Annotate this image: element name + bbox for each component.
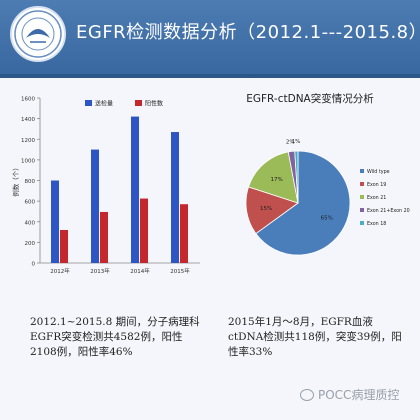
y-tick-label: 1600 [21, 97, 35, 103]
page-title: EGFR检测数据分析（2012.1---2015.8） [76, 22, 420, 43]
y-tick-label: 600 [25, 200, 36, 206]
pie-slice [245, 186, 299, 235]
bar [51, 180, 59, 263]
pie-slice [255, 150, 351, 256]
x-tick-label: 2012年 [50, 267, 70, 275]
legend-swatch [360, 169, 364, 173]
legend-swatch [360, 195, 364, 199]
pie-slice [294, 150, 299, 204]
pie-data-label: 17% [271, 177, 283, 183]
bar-chart: 0 200 400 600 800 1000 1200 1400 1600 例数（个） 2012年 2… [11, 97, 200, 275]
x-tick-label: 2014年 [130, 267, 150, 275]
pie-slice [248, 151, 299, 204]
bar [171, 132, 179, 263]
legend-swatch [85, 100, 92, 106]
watermark: POCC病理质控 [300, 386, 399, 403]
bar [140, 198, 148, 263]
y-tick-label: 1200 [21, 138, 35, 144]
legend-label: 送检量 [95, 100, 113, 108]
school-emblem-icon [10, 6, 66, 62]
header-strip [0, 74, 420, 78]
bar [180, 204, 188, 263]
y-tick-label: 800 [25, 179, 36, 185]
x-tick-label: 2015年 [170, 267, 190, 275]
y-tick-label: 1000 [21, 158, 35, 164]
legend-label: Exon 19 [367, 182, 386, 188]
legend-swatch [360, 182, 364, 186]
right-caption: 2015年1月～8月，EGFR血液ctDNA检测共118例，突变39例，阳性率3… [228, 316, 402, 358]
bar [100, 211, 108, 263]
legend-label: Exon 21+Exon 20 [367, 208, 410, 214]
y-tick-label: 1400 [21, 117, 35, 123]
y-tick-label: 0 [32, 262, 36, 268]
legend-swatch [135, 100, 142, 106]
pie-chart: EGFR-ctDNA突变情况分析 65% 15% 17% 2%1% Wild type Ex… [245, 92, 410, 256]
pie-data-label: 15% [260, 206, 272, 212]
legend-swatch [360, 208, 364, 212]
legend-label: Exon 18 [367, 221, 386, 227]
wechat-icon [300, 388, 314, 401]
y-tick-label: 400 [25, 220, 36, 226]
bar [131, 116, 139, 263]
legend-label: Wild type [367, 169, 390, 175]
left-caption: 2012.1~2015.8 期间，分子病理科EGFR突变检测共4582例，阳性2… [30, 316, 200, 358]
pie-data-label: 65% [321, 216, 333, 222]
legend-label: Exon 21 [367, 195, 386, 201]
pie-data-label: 2% [286, 139, 295, 145]
pie-title: EGFR-ctDNA突变情况分析 [246, 92, 374, 105]
watermark-text: POCC病理质控 [318, 388, 400, 402]
legend-swatch [360, 221, 364, 225]
bar [60, 230, 68, 263]
y-axis-label: 例数（个） [11, 164, 20, 197]
pie-data-label: 1% [292, 139, 301, 145]
emblem-graphic [14, 10, 62, 58]
x-tick-label: 2013年 [90, 267, 110, 275]
header-bar [0, 0, 420, 74]
bar [91, 149, 99, 263]
legend-label: 阳性数 [145, 100, 163, 108]
y-tick-label: 200 [25, 241, 36, 247]
